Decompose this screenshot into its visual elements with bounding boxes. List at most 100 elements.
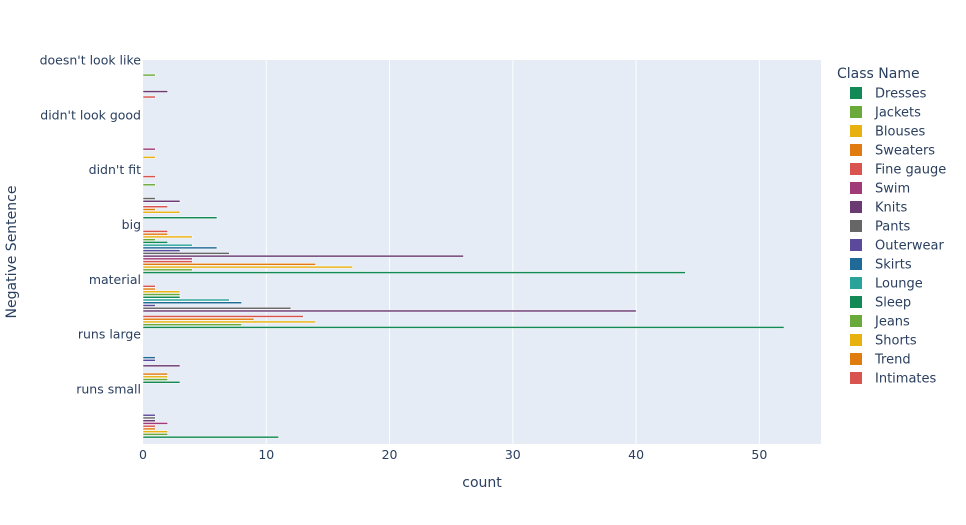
gridlines (265, 60, 760, 444)
bar-swim (142, 257, 193, 261)
bar-blouses (142, 430, 168, 433)
bar-fine-gauge (142, 205, 168, 208)
x-tick-label: 10 (258, 447, 274, 462)
y-tick-label: didn't look good (40, 107, 141, 122)
bar-jeans (142, 73, 156, 77)
bar-lounge (142, 298, 230, 302)
legend-item-label: Jackets (874, 106, 921, 121)
bar-skirts (142, 301, 242, 304)
legend-item-label: Knits (875, 201, 907, 216)
bar-jeans (142, 293, 181, 296)
bar-sweaters (142, 317, 255, 321)
bar-outerwear (142, 249, 181, 252)
legend-swatch (850, 182, 862, 194)
legend-swatch (850, 372, 862, 384)
legend-swatch (850, 163, 862, 175)
bar-dresses (142, 271, 686, 274)
bar-outerwear (142, 359, 156, 362)
legend-item-label: Dresses (875, 87, 927, 102)
legend-item-label: Pants (875, 220, 911, 235)
bar-lounge (142, 243, 193, 247)
legend-item-label: Blouses (875, 125, 925, 140)
bars-group (142, 73, 785, 439)
y-tick-label: runs small (76, 382, 141, 397)
bar-fine-gauge (142, 424, 156, 428)
bar-jackets (142, 323, 242, 326)
bar-knits (142, 309, 637, 313)
y-tick-label: didn't fit (89, 162, 141, 177)
legend-item-label: Fine gauge (875, 163, 946, 178)
legend-item-label: Shorts (875, 334, 917, 349)
bar-sweaters (142, 427, 156, 431)
bar-skirts (142, 246, 218, 250)
bar-shorts (142, 235, 193, 239)
bar-dresses (142, 326, 785, 329)
legend-item-label: Swim (875, 182, 910, 197)
bar-pants (142, 306, 292, 310)
bar-outerwear (142, 304, 156, 307)
legend-swatch (850, 258, 862, 270)
bar-intimates (142, 285, 156, 288)
legend-swatch (850, 220, 862, 232)
legend-swatch (850, 277, 862, 289)
bar-sleep (142, 241, 168, 244)
bar-intimates (142, 230, 168, 233)
legend-item-label: Outerwear (875, 239, 945, 254)
legend-swatch (850, 201, 862, 213)
bar-trend (142, 287, 156, 291)
bar-swim (142, 422, 168, 425)
bar-jeans (142, 238, 156, 241)
legend-swatch (850, 353, 862, 365)
legend-title: Class Name (837, 66, 920, 82)
legend-swatch (850, 125, 862, 137)
bar-knits (142, 200, 181, 203)
legend: Class Name Dresses Jackets Blouses Sweaters… (837, 66, 946, 387)
legend-swatch (850, 144, 862, 156)
bar-knits (142, 419, 156, 422)
bar-skirts (142, 356, 156, 359)
plot-background (143, 60, 821, 444)
bar-blouses (142, 265, 353, 269)
bar-dresses (142, 381, 181, 384)
bar-swim (142, 147, 156, 151)
legend-item-label: Trend (874, 353, 911, 368)
bar-blouses (142, 210, 181, 214)
bar-knits (142, 90, 168, 93)
bar-fine-gauge (142, 315, 304, 318)
legend-swatch (850, 334, 862, 346)
legend-swatch (850, 239, 862, 251)
x-axis-title: count (462, 475, 502, 491)
y-tick-label: doesn't look like (40, 52, 142, 67)
bar-sweaters (142, 263, 316, 266)
x-tick-label: 40 (628, 447, 644, 462)
bar-shorts (142, 290, 181, 294)
y-tick-label: big (122, 217, 141, 232)
bar-trend (142, 232, 168, 236)
bar-intimates (142, 175, 156, 178)
bar-jackets (142, 268, 193, 272)
bar-dresses (142, 216, 218, 219)
bar-knits (142, 254, 464, 258)
bar-blouses (142, 156, 156, 159)
y-tick-label: runs large (78, 327, 141, 342)
legend-swatch (850, 87, 862, 99)
bar-blouses (142, 320, 316, 324)
legend-item-label: Sleep (875, 296, 911, 311)
bar-pants (142, 416, 156, 420)
bar-blouses (142, 375, 168, 379)
legend-swatch (850, 106, 862, 118)
legend-item-label: Skirts (875, 258, 912, 273)
bar-dresses (142, 435, 279, 439)
bar-jackets (142, 433, 168, 436)
y-axis-ticks: doesn't look like didn't look good didn't … (40, 52, 142, 396)
x-axis-ticks: 0 10 20 30 40 50 (139, 447, 767, 462)
legend-swatch (850, 315, 862, 327)
legend-swatch (850, 296, 862, 308)
y-axis-title: Negative Sentence (4, 186, 20, 319)
legend-item-label: Lounge (875, 277, 923, 292)
bar-fine-gauge (142, 260, 193, 263)
x-tick-label: 30 (505, 447, 521, 462)
bar-pants (142, 197, 156, 200)
bar-jeans (142, 183, 156, 187)
